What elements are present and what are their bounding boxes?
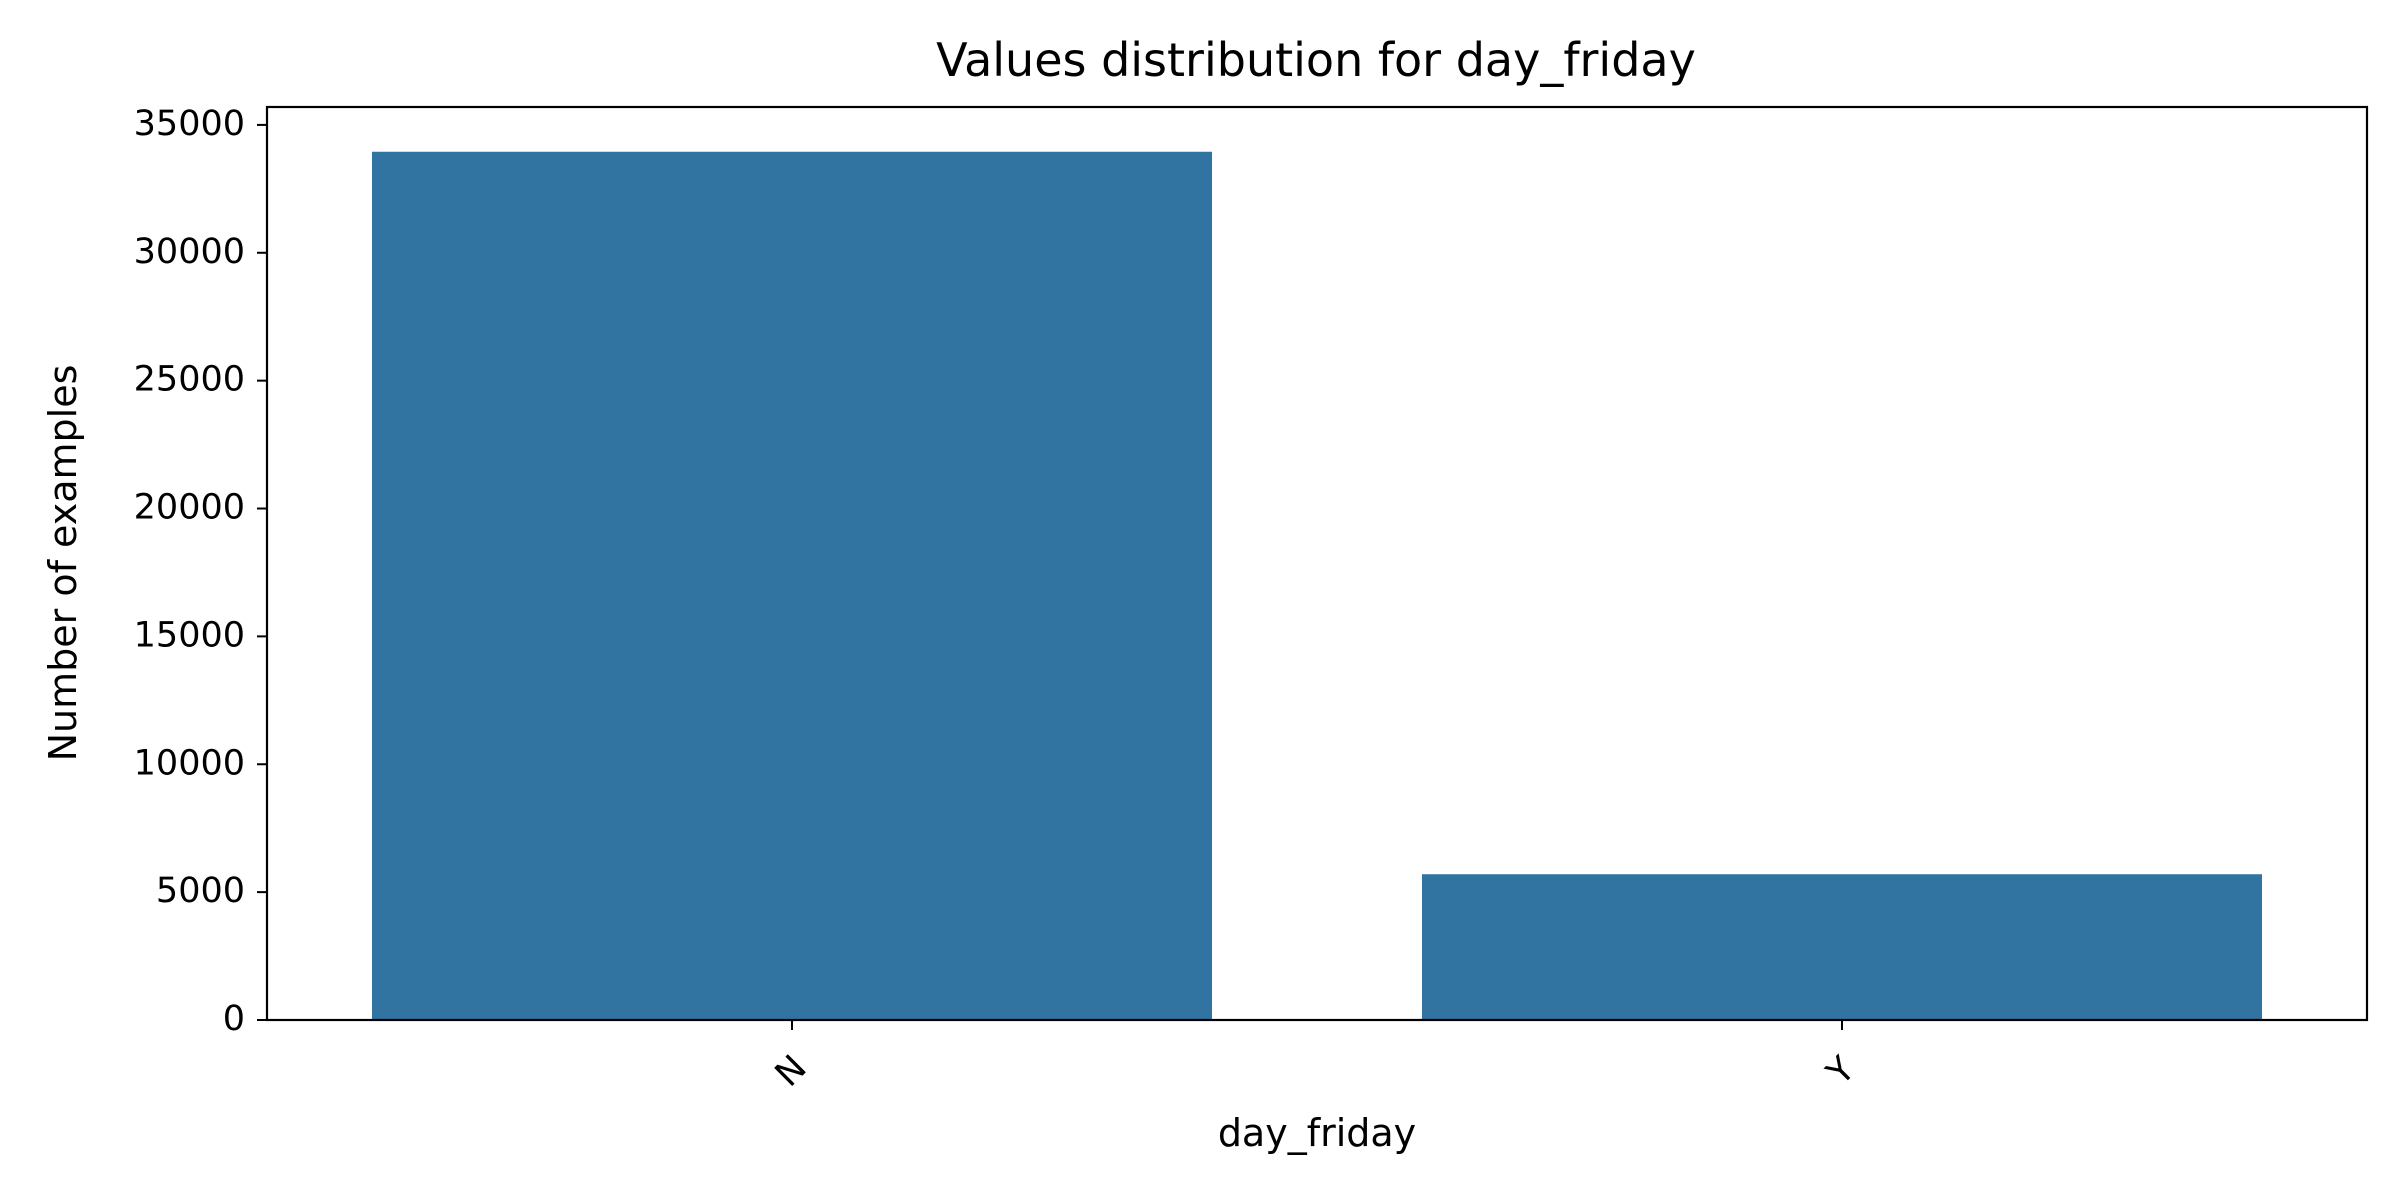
y-tick-label: 20000 — [134, 488, 245, 528]
x-tick-label: Y — [1819, 1049, 1864, 1094]
y-tick-label: 15000 — [134, 615, 245, 655]
y-tick-label: 10000 — [134, 743, 245, 783]
y-axis: 0 5000 10000 15000 20000 25000 30000 35000 — [134, 104, 267, 1039]
y-tick-label: 35000 — [134, 104, 245, 144]
bar-y — [1422, 874, 2262, 1020]
y-tick-label: 25000 — [134, 360, 245, 400]
plot-area — [265, 105, 2369, 1022]
y-axis-label: Number of examples — [41, 365, 85, 762]
y-tick-label: 0 — [223, 999, 245, 1039]
x-tick-label: N — [768, 1048, 815, 1095]
x-axis-label: day_friday — [1218, 1111, 1416, 1155]
plot-frame — [265, 105, 2369, 1022]
chart-title: Values distribution for day_friday — [936, 33, 1696, 87]
y-tick-label: 5000 — [156, 871, 245, 911]
bar-n — [372, 151, 1212, 1020]
bars-layer — [372, 151, 2262, 1020]
y-tick-label: 30000 — [134, 232, 245, 272]
